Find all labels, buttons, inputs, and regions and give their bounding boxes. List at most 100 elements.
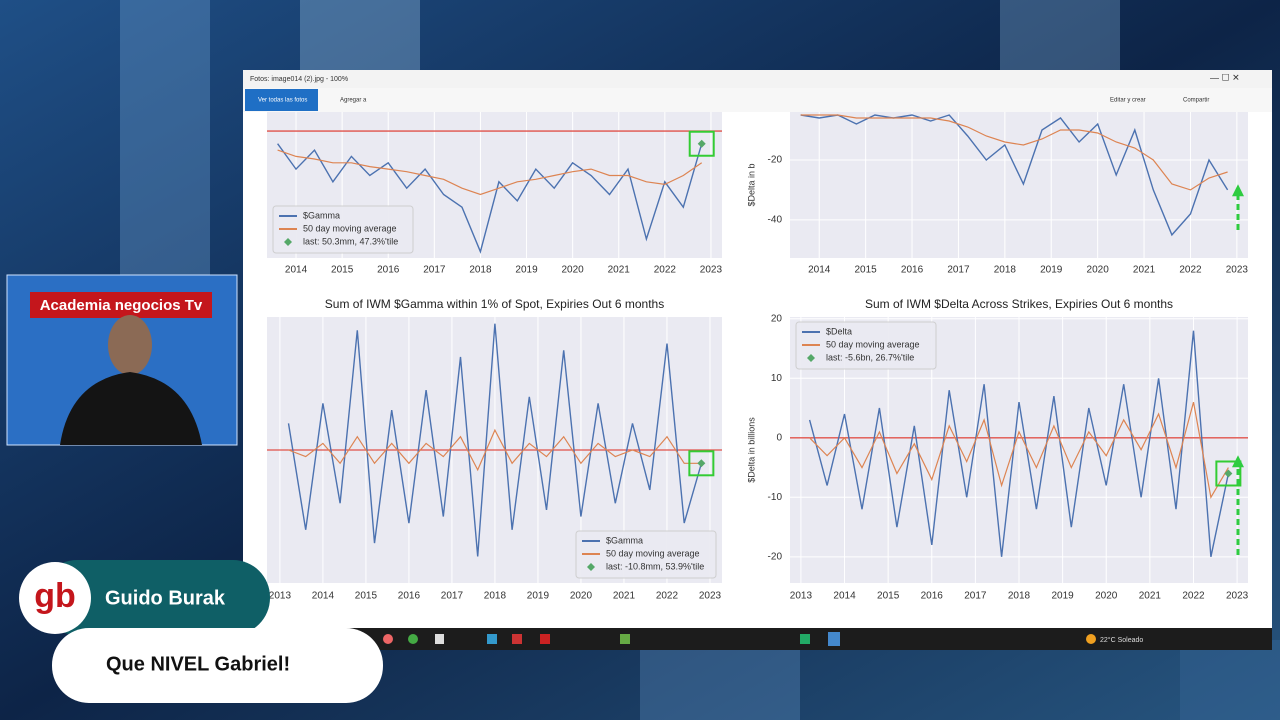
x-tick-label: 2020: [570, 591, 593, 602]
last-point: [697, 139, 706, 148]
x-tick-label: 2022: [654, 265, 677, 276]
name-plate: [40, 560, 270, 635]
x-tick-label: 2016: [398, 591, 421, 602]
series-line: [808, 330, 1230, 557]
x-tick-label: 2020: [1095, 591, 1118, 602]
x-tick-label: 2021: [1139, 591, 1162, 602]
toolbar-button[interactable]: Editar y crear: [1110, 98, 1146, 104]
toolbar-button[interactable]: Ver todas las fotos: [258, 98, 307, 104]
x-tick-label: 2018: [469, 265, 492, 276]
legend-label: $Gamma: [303, 210, 340, 220]
x-tick-label: 2018: [994, 265, 1017, 276]
legend-label: 50 day moving average: [606, 548, 700, 558]
chart-panel: 2014 2015 2016 2017 2018 2019 2020 2021 2022 2023…: [746, 112, 1248, 276]
y-tick-label: -20: [768, 551, 783, 562]
x-tick-label: 2022: [1179, 265, 1202, 276]
x-tick-label: 2023: [1226, 591, 1249, 602]
last-highlight: [1215, 460, 1242, 487]
toolbar-button-active[interactable]: [245, 89, 318, 111]
y-axis-label: $Delta in b: [746, 163, 756, 206]
x-tick-label: 2018: [484, 591, 507, 602]
weather: 22°C Soleado: [1100, 636, 1143, 644]
trend-arrow-head: [1232, 455, 1244, 468]
legend-box: [272, 205, 414, 254]
series-line: [809, 401, 1229, 499]
x-tick-label: 2015: [331, 265, 354, 276]
y-tick-label: -40: [768, 215, 783, 226]
last-point: [697, 459, 706, 468]
window-title: Fotos: image014 (2).jpg - 100%: [250, 76, 348, 83]
plot-clip: [790, 317, 1248, 583]
legend-label: last: -10.8mm, 53.9%'tile: [606, 561, 704, 571]
x-tick-label: 2020: [1087, 265, 1110, 276]
x-tick-label: 2019: [527, 591, 550, 602]
y-tick-label: -20: [768, 155, 783, 166]
last-point: [1224, 469, 1233, 478]
x-tick-label: 2019: [1040, 265, 1063, 276]
x-tick-label: 2019: [515, 265, 538, 276]
taskbar: [243, 628, 1272, 650]
window-controls[interactable]: — ☐ ✕: [1210, 72, 1240, 82]
person-body: [60, 372, 202, 445]
x-tick-label: 2017: [423, 265, 446, 276]
toolbar-button[interactable]: Agregar a: [340, 98, 367, 104]
legend-label: $Gamma: [606, 535, 643, 545]
x-tick-label: 2018: [1008, 591, 1031, 602]
x-tick-label: 2021: [1133, 265, 1156, 276]
chart-panel: 2014 2015 2016 2017 2018 2019 2020 2021 2022 2023…: [267, 112, 722, 276]
comment: Que NIVEL Gabriel!: [106, 653, 290, 675]
x-tick-label: 2015: [855, 265, 878, 276]
x-tick-label: 2017: [441, 591, 464, 602]
legend-swatch: [587, 563, 595, 571]
x-tick-label: 2016: [377, 265, 400, 276]
series-line: [288, 428, 702, 472]
title-bar: [243, 70, 1272, 88]
x-tick-label: 2014: [833, 591, 856, 602]
legend-label: 50 day moving average: [303, 223, 397, 233]
x-tick-label: 2020: [562, 265, 585, 276]
x-tick-label: 2022: [1182, 591, 1205, 602]
plot-clip: [267, 317, 722, 583]
person-head: [108, 315, 152, 375]
x-tick-label: 2017: [964, 591, 987, 602]
legend-swatch: [284, 238, 292, 246]
x-tick-label: 2014: [285, 265, 308, 276]
plot-area: [790, 112, 1248, 258]
series-line: [287, 323, 703, 557]
comment-box: [52, 628, 383, 703]
plot-clip: [790, 112, 1248, 258]
x-tick-label: 2021: [613, 591, 636, 602]
series-line: [800, 114, 1228, 191]
legend-swatch: [807, 354, 815, 362]
series-line: [277, 149, 703, 196]
y-tick-label: -10: [768, 492, 783, 503]
chart-panel: 2013 2014 2015 2016 2017 2018 2019 2020 2021 2022…: [267, 297, 722, 602]
legend-label: $Delta: [826, 326, 852, 336]
charts: 2014 2015 2016 2017 2018 2019 2020 2021 2022 2023…: [267, 112, 1249, 602]
series-line: [800, 114, 1229, 237]
x-tick-label: 2019: [1051, 591, 1074, 602]
x-tick-label: 2013: [269, 591, 292, 602]
chart-title: Sum of IWM $Delta Across Strikes, Expiri…: [865, 297, 1173, 311]
taskbar-icons: [383, 632, 840, 646]
x-tick-label: 2015: [355, 591, 378, 602]
x-tick-label: 2017: [947, 265, 970, 276]
presenter-name: Guido Burak: [105, 587, 226, 609]
channel-name: Academia negocios Tv: [40, 297, 203, 314]
chart-panel: 2013 2014 2015 2016 2017 2018 2019 2020 2021 2022…: [746, 297, 1248, 601]
legend-label: last: 50.3mm, 47.3%'tile: [303, 236, 398, 246]
logo: [19, 562, 91, 634]
y-tick-label: 0: [776, 432, 782, 443]
x-tick-label: 2016: [921, 591, 944, 602]
toolbar-button[interactable]: Compartir: [1183, 98, 1209, 104]
channel-banner: [30, 292, 212, 318]
trend-arrow-head: [1232, 184, 1244, 197]
x-tick-label: 2023: [699, 591, 722, 602]
background-buildings: [120, 0, 1280, 720]
weather-icon: [1086, 634, 1096, 644]
chart-title: Sum of IWM $Gamma within 1% of Spot, Exp…: [325, 297, 664, 311]
logo-text: gb: [34, 577, 76, 615]
x-tick-label: 2023: [1226, 265, 1249, 276]
last-highlight: [688, 450, 715, 477]
